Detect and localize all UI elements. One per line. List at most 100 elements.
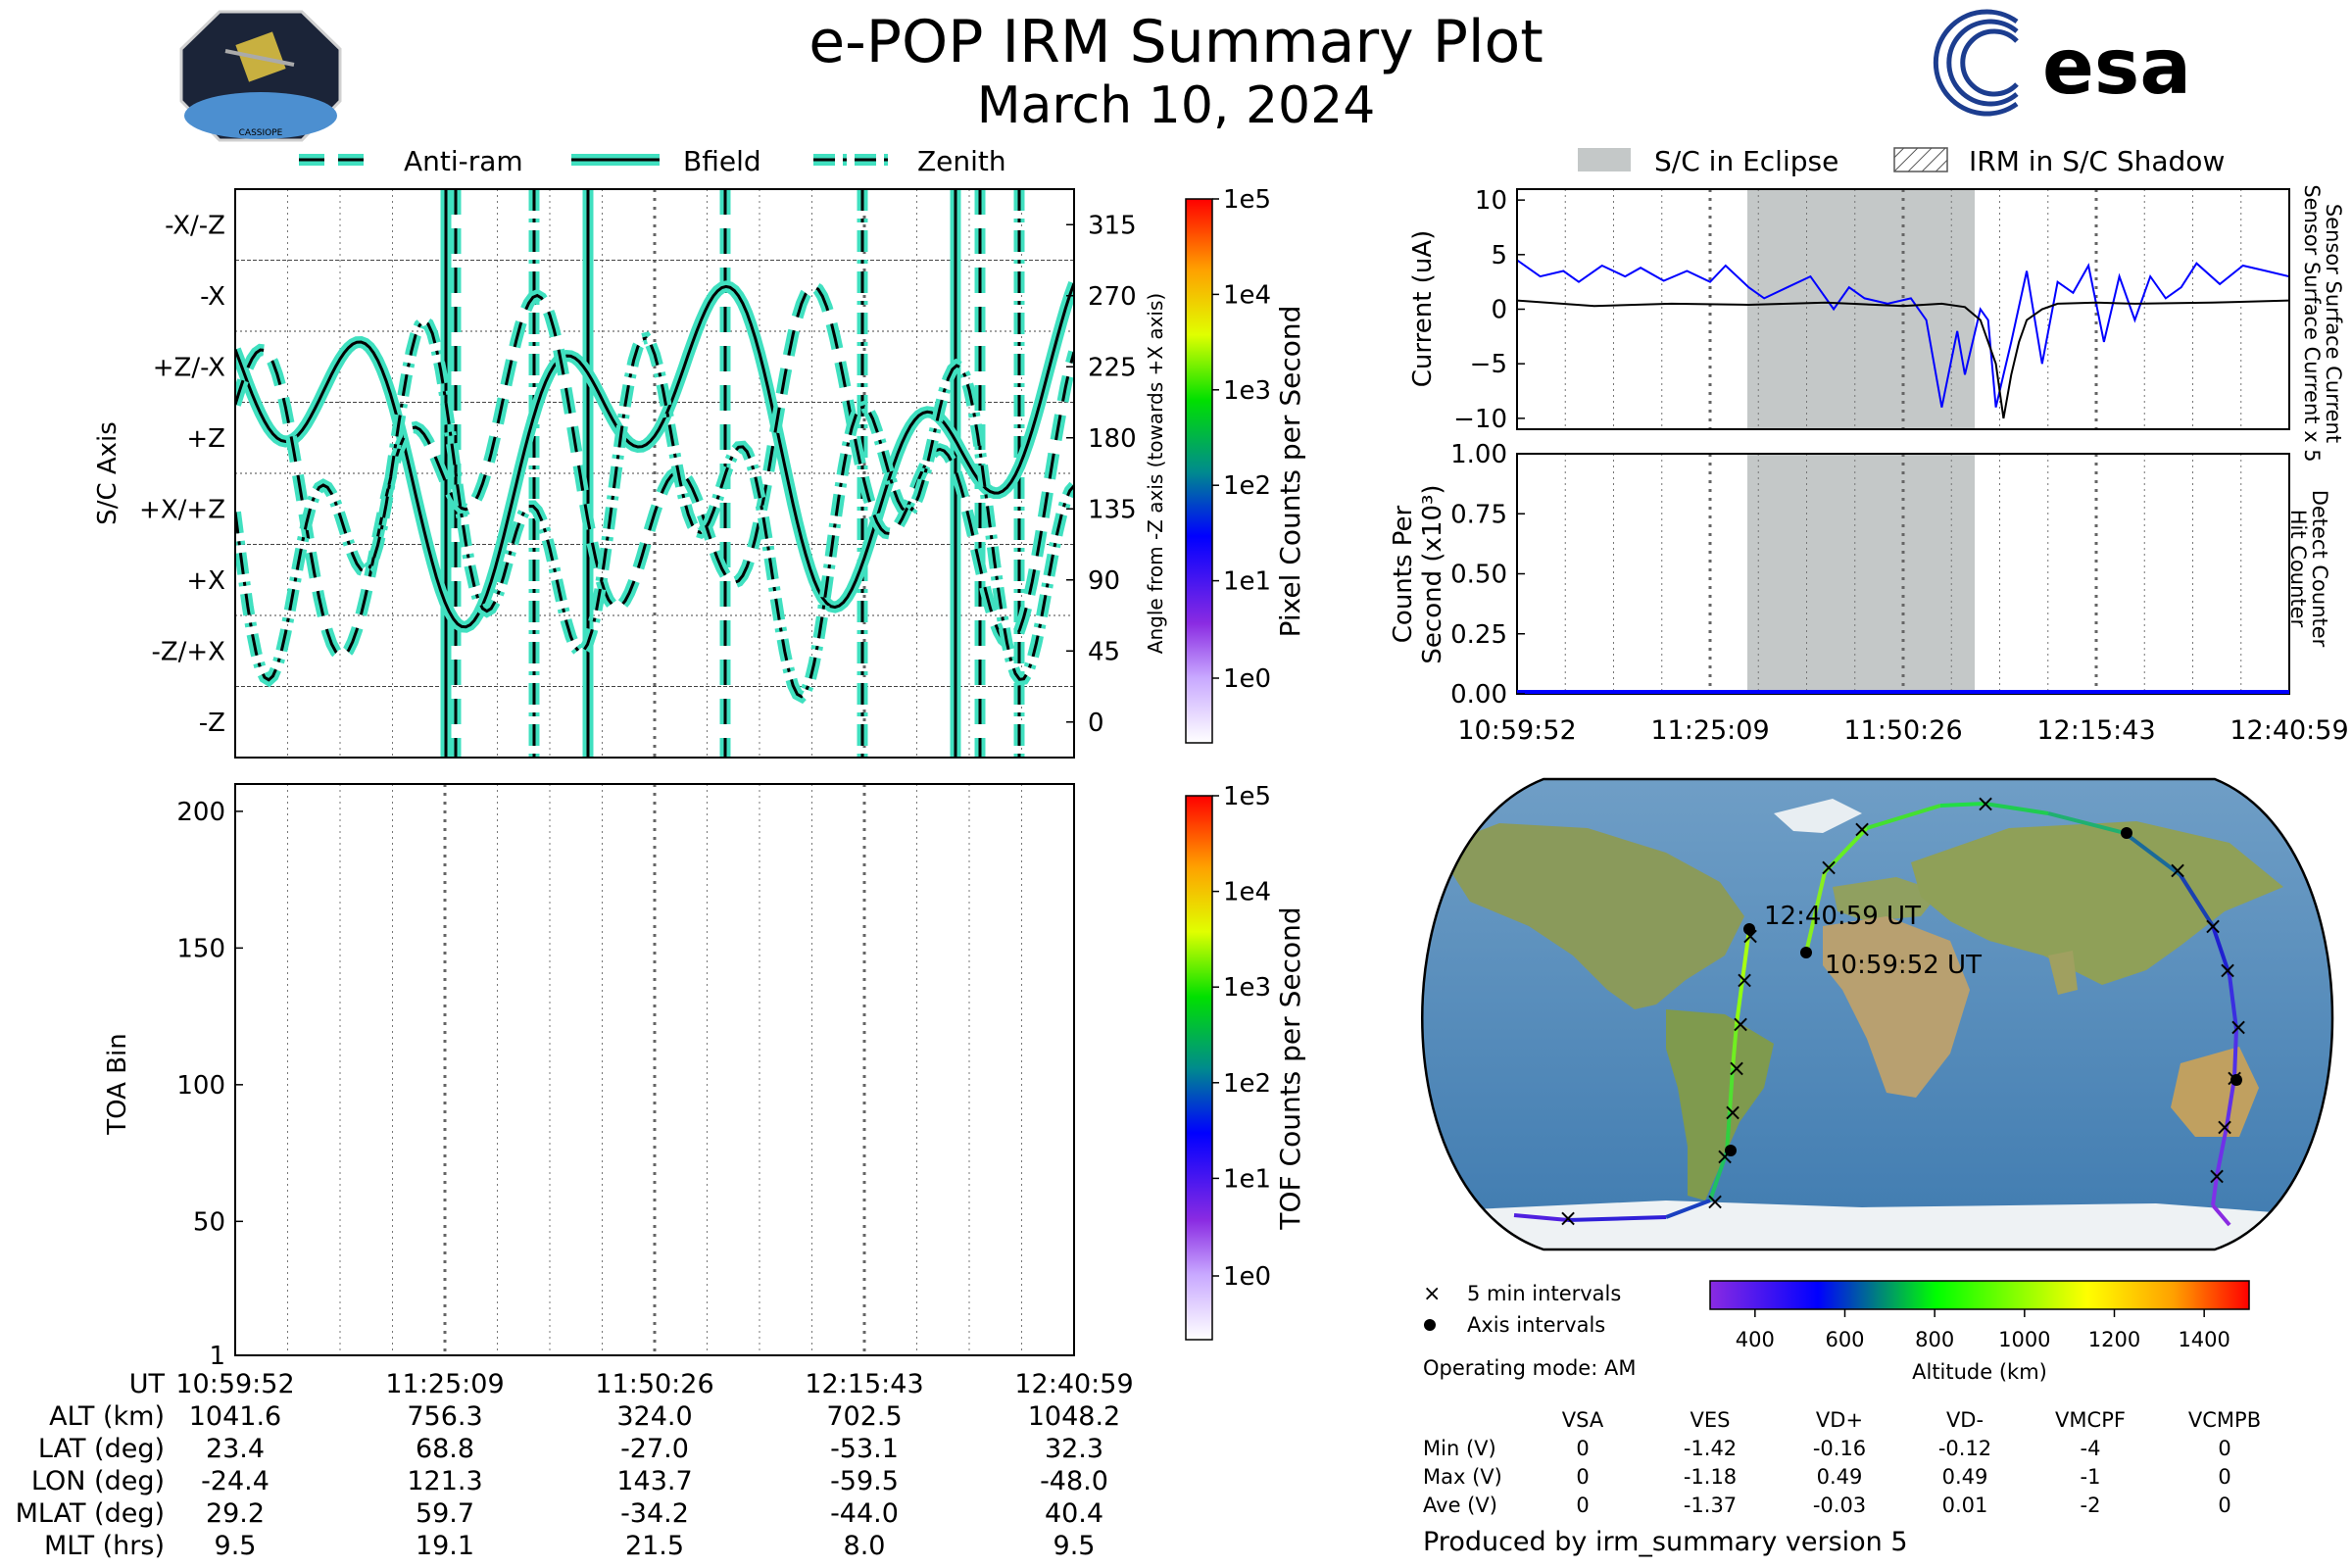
ephem-cell: 121.3 [407, 1466, 482, 1496]
current-panel: 10 5 0 −5 −10 Current (uA) Sensor Surface Cu… [1408, 184, 2345, 462]
counts-tick: 0.25 [1450, 620, 1507, 650]
voltage-cell: 0 [1576, 1494, 1589, 1517]
pixel-colorbar-tick: 1e2 [1223, 471, 1271, 501]
legend-zenith: Zenith [917, 145, 1006, 177]
ephem-cell: -48.0 [1040, 1466, 1108, 1496]
ephem-cell: 32.3 [1045, 1434, 1103, 1464]
sc-axis-panel: 315 270 225 180 135 90 45 0 -X/-Z -X +Z/-X +Z +X/+Z +… [93, 188, 1167, 759]
axis-label: +X [186, 566, 225, 596]
pixel-colorbar-tick: 1e4 [1223, 280, 1271, 310]
legend-shadow: IRM in S/C Shadow [1969, 145, 2225, 177]
current-tick: 10 [1475, 186, 1507, 216]
voltage-cell: -0.16 [1813, 1437, 1866, 1460]
toa-panel: 200 150 100 50 1 TOA Bin [103, 783, 1075, 1371]
voltage-header: VD+ [1816, 1408, 1863, 1432]
voltage-header: VES [1690, 1408, 1731, 1432]
track-segment [2123, 831, 2182, 877]
esa-logo-text: esa [2042, 24, 2191, 112]
sensor-current-label: Sensor Surface Current [2322, 204, 2345, 443]
legend-eclipse: S/C in Eclipse [1654, 145, 1838, 177]
toa-tick: 1 [209, 1342, 225, 1371]
operating-mode: Operating mode: AM [1423, 1356, 1636, 1380]
toa-tick: 50 [193, 1207, 225, 1237]
map-legend: × 5 min intervals Axis intervals Operati… [1423, 1282, 1636, 1380]
ephem-cell: 40.4 [1045, 1498, 1103, 1529]
voltage-cell: 0 [1576, 1437, 1589, 1460]
tof-colorbar: 1e5 1e4 1e3 1e2 1e1 1e0 TOF Counts per Second [1185, 782, 1306, 1341]
voltage-cell: 0 [2218, 1465, 2230, 1489]
ephem-cell: 29.2 [206, 1498, 265, 1529]
ephem-cell: -44.0 [830, 1498, 899, 1529]
track-segment [1866, 804, 1941, 830]
five-min-marker: × [1735, 966, 1754, 994]
altitude-tick: 1400 [2178, 1328, 2230, 1351]
legend-5min: 5 min intervals [1467, 1282, 1621, 1305]
ephem-cell: 10:59:52 [175, 1369, 294, 1399]
counts-ylabel-1: Counts Per [1389, 505, 1418, 643]
ephem-row-label: LAT (deg) [38, 1434, 165, 1464]
voltage-table: VSA VES VD+ VD- VMCPF VCMPB Min (V) 0 -1.42 -0.16… [1423, 1408, 2261, 1517]
ephem-row-label: ALT (km) [49, 1401, 165, 1432]
voltage-header: VMCPF [2055, 1408, 2126, 1432]
track-segment [2047, 811, 2126, 835]
voltage-cell: 0 [1576, 1465, 1589, 1489]
ephem-cell: 12:40:59 [1014, 1369, 1133, 1399]
ephem-cell: 23.4 [206, 1434, 265, 1464]
ephem-cell: 9.5 [1054, 1531, 1096, 1561]
sensor-current-x5-label: Sensor Surface Current x 5 [2300, 184, 2324, 462]
voltage-cell: 0.49 [1817, 1465, 1863, 1489]
counts-tick: 1.00 [1450, 440, 1507, 469]
surface-current-line [1517, 299, 2289, 419]
voltage-cell: -4 [2081, 1437, 2101, 1460]
time-tick: 12:15:43 [2036, 715, 2155, 746]
eclipse-band [1747, 189, 1975, 429]
track-segment [1804, 871, 1827, 954]
track-segment [2225, 1077, 2236, 1128]
counts-tick: 0.00 [1450, 680, 1507, 710]
axis-marker-icon [1424, 1319, 1436, 1331]
track-segment [1735, 979, 1744, 1025]
track-segment [1740, 928, 1751, 981]
hit-counter-label: Hit Counter [2286, 510, 2310, 628]
five-min-marker: × [1852, 815, 1872, 843]
pixel-colorbar-tick: 1e5 [1223, 185, 1271, 215]
axis-label: +Z [186, 424, 225, 454]
track-segment [1513, 1213, 1569, 1222]
track-segment [2215, 1126, 2229, 1177]
five-min-marker: × [1976, 790, 1995, 817]
five-min-marker: × [1558, 1204, 1578, 1232]
ephem-cell: 11:25:09 [385, 1369, 504, 1399]
five-min-marker: × [1727, 1054, 1746, 1082]
start-time-label: 10:59:52 UT [1825, 951, 1982, 980]
legend-anti-ram: Anti-ram [404, 145, 523, 177]
axis-interval-marker [1725, 1145, 1737, 1156]
angle-tick: 225 [1088, 353, 1137, 382]
toa-tick: 150 [176, 934, 225, 963]
altitude-tick: 400 [1736, 1328, 1775, 1351]
pixel-colorbar: 1e5 1e4 1e3 1e2 1e1 1e0 Pixel Counts per Seco… [1185, 185, 1306, 744]
voltage-header: VCMPB [2188, 1408, 2261, 1432]
voltage-cell: 0.49 [1942, 1465, 1988, 1489]
counts-tick: 0.50 [1450, 561, 1507, 590]
axis-interval-marker [2230, 1074, 2242, 1086]
counts-tick: 0.75 [1450, 500, 1507, 529]
ephem-row-label: LON (deg) [31, 1466, 165, 1496]
voltage-cell: 0.01 [1942, 1494, 1988, 1517]
voltage-cell: -1.37 [1684, 1494, 1737, 1517]
axis-interval-marker [2121, 827, 2132, 839]
track-segment [1728, 1067, 1735, 1113]
cassiope-logo-text: CASSIOPE [239, 128, 283, 138]
plot-date: March 10, 2024 [976, 76, 1376, 135]
axis-interval-marker [1800, 947, 1812, 958]
track-segment [2211, 1175, 2219, 1206]
five-min-marker: × [2168, 857, 2187, 884]
ephem-cell: -27.0 [620, 1434, 689, 1464]
tof-colorbar-tick: 1e0 [1223, 1262, 1271, 1292]
axis-label: +X/+Z [139, 495, 225, 524]
angle-tick: 180 [1088, 424, 1137, 454]
five-min-marker: × [1731, 1010, 1750, 1038]
esa-logo: esa [1933, 9, 2191, 117]
five-min-marker-icon: × [1423, 1282, 1441, 1306]
altitude-tick: 1000 [1998, 1328, 2050, 1351]
